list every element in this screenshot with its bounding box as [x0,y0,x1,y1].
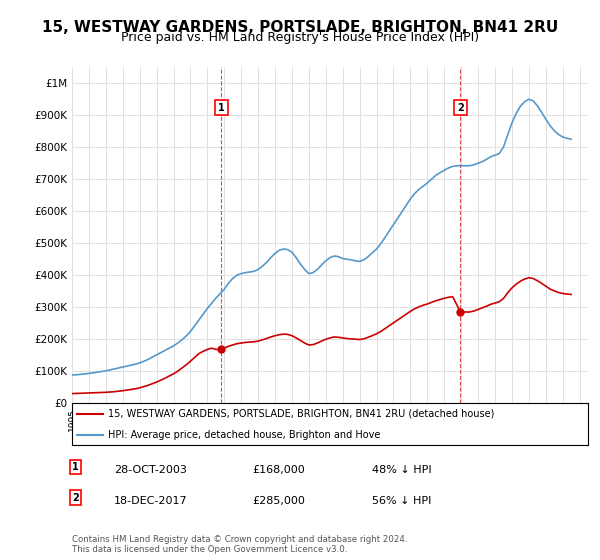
Text: 28-OCT-2003: 28-OCT-2003 [114,465,187,475]
Text: 2: 2 [72,493,79,503]
Text: 15, WESTWAY GARDENS, PORTSLADE, BRIGHTON, BN41 2RU: 15, WESTWAY GARDENS, PORTSLADE, BRIGHTON… [42,20,558,35]
Text: HPI: Average price, detached house, Brighton and Hove: HPI: Average price, detached house, Brig… [108,430,380,440]
Text: Price paid vs. HM Land Registry's House Price Index (HPI): Price paid vs. HM Land Registry's House … [121,31,479,44]
Text: 1: 1 [218,102,224,113]
Text: 1: 1 [72,462,79,472]
Text: This data is licensed under the Open Government Licence v3.0.: This data is licensed under the Open Gov… [72,545,347,554]
Text: 56% ↓ HPI: 56% ↓ HPI [372,496,431,506]
Text: £168,000: £168,000 [252,465,305,475]
Text: 15, WESTWAY GARDENS, PORTSLADE, BRIGHTON, BN41 2RU (detached house): 15, WESTWAY GARDENS, PORTSLADE, BRIGHTON… [108,409,494,419]
Text: Contains HM Land Registry data © Crown copyright and database right 2024.: Contains HM Land Registry data © Crown c… [72,535,407,544]
Text: £285,000: £285,000 [252,496,305,506]
Text: 18-DEC-2017: 18-DEC-2017 [114,496,188,506]
Text: 2: 2 [457,102,464,113]
Text: 48% ↓ HPI: 48% ↓ HPI [372,465,431,475]
